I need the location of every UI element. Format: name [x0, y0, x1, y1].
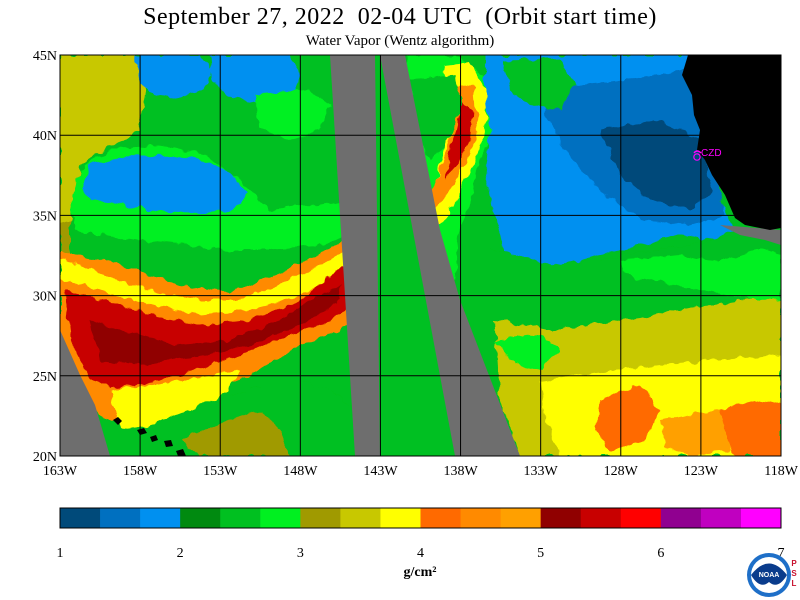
colorbar	[60, 508, 782, 528]
logo-side-letter: P	[791, 559, 797, 568]
lon-tick-label: 163W	[43, 464, 78, 479]
colorbar-tick-label: 3	[297, 546, 304, 561]
station-label: CZD	[701, 148, 722, 159]
colorbar-swatch	[300, 508, 341, 528]
logo-text: NOAA	[759, 572, 780, 579]
chart-title: September 27, 2022 02-04 UTC (Orbit star…	[143, 4, 657, 30]
colorbar-unit: g/cm²	[404, 565, 437, 580]
map-frame	[59, 54, 782, 457]
lon-tick-label: 123W	[684, 464, 719, 479]
colorbar-swatch	[180, 508, 221, 528]
colorbar-swatch	[380, 508, 421, 528]
colorbar-tick-label: 6	[657, 546, 664, 561]
lon-tick-label: 158W	[123, 464, 158, 479]
colorbar-tick-label: 1	[57, 546, 64, 561]
station-marker: CZD	[693, 148, 722, 161]
lon-tick-label: 153W	[203, 464, 238, 479]
lon-tick-label: 128W	[604, 464, 639, 479]
colorbar-swatch	[660, 508, 702, 528]
lat-tick-label: 20N	[33, 450, 57, 465]
colorbar-tick-label: 5	[537, 546, 544, 561]
colorbar-tick-label: 7	[778, 546, 785, 561]
lon-tick-label: 138W	[443, 464, 478, 479]
colorbar-swatch	[340, 508, 381, 528]
chart-subtitle: Water Vapor (Wentz algorithm)	[305, 33, 495, 49]
colorbar-swatch	[500, 508, 542, 528]
logo-side-letter: L	[792, 579, 797, 588]
colorbar-swatch	[540, 508, 582, 528]
colorbar-swatch	[420, 508, 462, 528]
colorbar-swatch	[460, 508, 502, 528]
colorbar-swatch	[740, 508, 782, 528]
colorbar-swatch	[100, 508, 141, 528]
colorbar-swatch	[580, 508, 622, 528]
colorbar-swatch	[60, 508, 101, 528]
lat-tick-label: 45N	[33, 49, 57, 64]
colorbar-swatch	[620, 508, 662, 528]
lon-tick-label: 148W	[283, 464, 318, 479]
lat-tick-label: 30N	[33, 290, 57, 305]
colorbar-swatch	[140, 508, 181, 528]
colorbar-tick-label: 4	[417, 546, 424, 561]
noaa-logo: NOAA P S L	[747, 553, 797, 597]
lon-tick-label: 133W	[524, 464, 559, 479]
lat-tick-label: 25N	[33, 370, 57, 385]
colorbar-swatch	[260, 508, 301, 528]
lon-tick-label: 143W	[363, 464, 398, 479]
water-vapor-map	[60, 55, 781, 456]
colorbar-swatch	[700, 508, 742, 528]
logo-side-letter: S	[791, 569, 797, 578]
colorbar-tick-label: 2	[177, 546, 184, 561]
lon-tick-label: 118W	[764, 464, 798, 479]
lat-tick-label: 40N	[33, 129, 57, 144]
colorbar-swatch	[220, 508, 261, 528]
station-icon	[693, 153, 701, 161]
lat-tick-label: 35N	[33, 209, 57, 224]
land-mass	[682, 55, 781, 230]
